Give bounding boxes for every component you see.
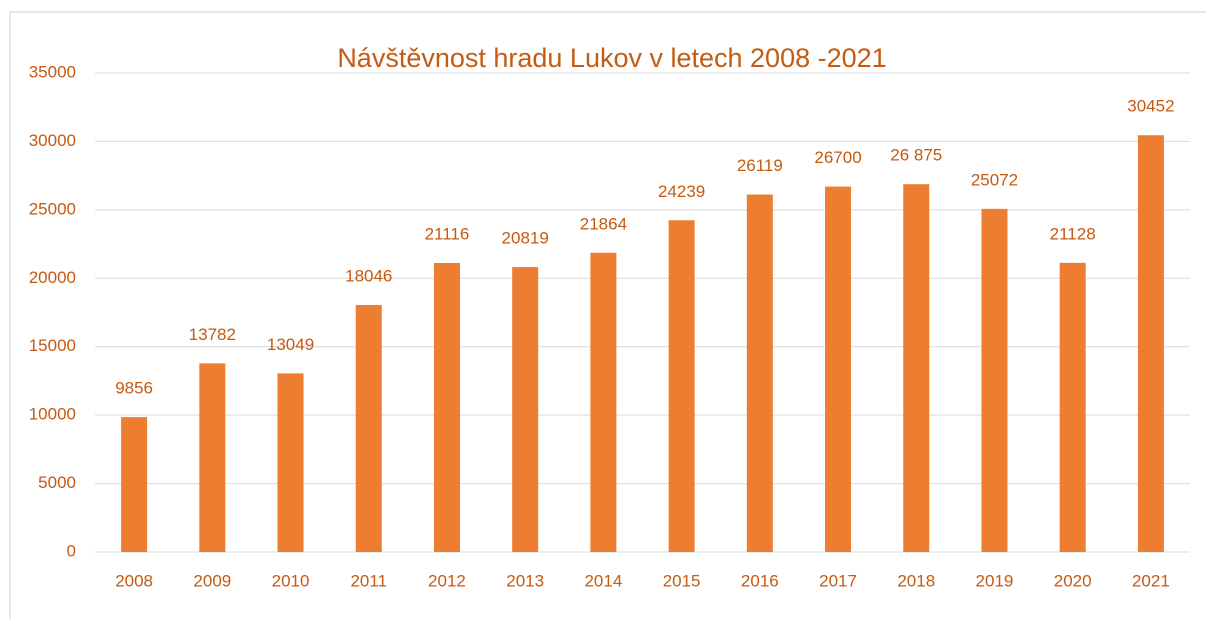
data-label: 13782 (189, 325, 236, 344)
bar (825, 186, 852, 552)
data-label: 21116 (425, 224, 470, 243)
data-label: 21864 (580, 214, 627, 233)
data-label: 25072 (971, 170, 1018, 189)
y-tick-label: 15000 (29, 336, 76, 355)
bar (981, 208, 1008, 552)
x-tick-label: 2010 (272, 571, 310, 590)
bar (512, 267, 539, 552)
bar (1059, 262, 1086, 552)
y-tick-label: 5000 (38, 473, 76, 492)
bar (746, 194, 773, 552)
x-tick-label: 2009 (193, 571, 231, 590)
data-label: 26700 (814, 148, 861, 167)
bar (355, 305, 382, 552)
x-tick-label: 2021 (1132, 571, 1170, 590)
bar (590, 252, 617, 552)
y-tick-label: 0 (67, 541, 76, 560)
x-tick-label: 2020 (1054, 571, 1092, 590)
y-tick-label: 35000 (29, 62, 76, 81)
bar (668, 220, 695, 552)
y-tick-label: 10000 (29, 405, 76, 424)
x-tick-label: 2013 (506, 571, 544, 590)
data-label: 30452 (1127, 97, 1174, 116)
chart-title: Návštěvnost hradu Lukov v letech 2008 -2… (337, 43, 886, 73)
y-tick-label: 25000 (29, 199, 76, 218)
x-tick-label: 2012 (428, 571, 466, 590)
bar (277, 373, 304, 552)
x-tick-label: 2008 (115, 571, 153, 590)
bar (1137, 135, 1164, 553)
y-tick-label: 20000 (29, 268, 76, 287)
data-label: 18046 (345, 267, 392, 286)
x-tick-label: 2011 (350, 571, 387, 590)
data-label: 9856 (115, 379, 153, 398)
data-label: 13049 (267, 335, 314, 354)
bar (199, 363, 226, 552)
bar (433, 263, 460, 552)
x-tick-label: 2017 (819, 571, 857, 590)
y-tick-label: 30000 (29, 131, 76, 150)
data-label: 26 875 (890, 146, 942, 165)
bar (903, 184, 930, 553)
data-label: 21128 (1050, 224, 1096, 243)
x-tick-label: 2014 (584, 571, 622, 590)
data-label: 26119 (737, 156, 783, 175)
x-tick-label: 2016 (741, 571, 779, 590)
x-tick-label: 2019 (976, 571, 1014, 590)
bar (121, 417, 148, 552)
x-tick-label: 2018 (897, 571, 935, 590)
x-tick-label: 2015 (663, 571, 701, 590)
data-label: 24239 (658, 182, 705, 201)
data-label: 20819 (502, 229, 549, 248)
